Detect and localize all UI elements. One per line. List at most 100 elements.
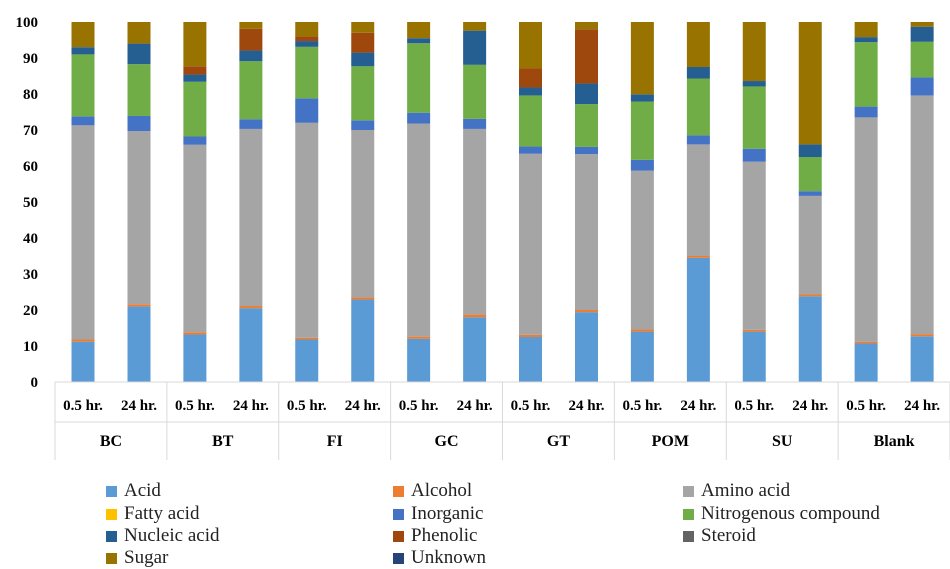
bar-segment-phenolic [519, 68, 542, 87]
x-group-label: GC [435, 433, 459, 450]
bar-segment-sugar [351, 22, 374, 33]
x-group-label: BT [212, 433, 234, 450]
bar-segment-inorganic [72, 116, 95, 125]
bar-segment-nucleic-acid [463, 31, 486, 65]
x-group-label: BC [100, 433, 122, 450]
x-tick-label: 24 hr. [680, 398, 716, 414]
bar-segment-nucleic-acid [351, 53, 374, 67]
bar-segment-nitrogenous-compound [295, 47, 318, 98]
bar-segment-amino-acid [351, 130, 374, 297]
bar-segment-sugar [631, 22, 654, 94]
bar-segment-nucleic-acid [128, 44, 151, 65]
bar-segment-sugar [72, 22, 95, 47]
x-tick-label: 24 hr. [792, 398, 828, 414]
x-group-label: GT [547, 433, 570, 450]
bar-segment-inorganic [743, 149, 766, 162]
x-group-label: POM [652, 433, 689, 450]
x-tick-label: 0.5 hr. [622, 398, 662, 414]
bar-segment-alcohol [295, 338, 318, 340]
bar-segment-nucleic-acid [631, 94, 654, 101]
bar-segment-alcohol [128, 304, 151, 306]
bar-segment-phenolic [239, 29, 262, 51]
bar-segment-sugar [743, 22, 766, 81]
bar-segment-inorganic [351, 120, 374, 130]
bar-segment-nitrogenous-compound [407, 43, 430, 112]
bar-segment-amino-acid [575, 154, 598, 310]
bar-segment-nucleic-acid [743, 81, 766, 86]
bar-segment-nucleic-acid [407, 38, 430, 43]
bar-segment-acid [743, 332, 766, 382]
bar-segment-amino-acid [183, 145, 206, 333]
bar-segment-alcohol [183, 332, 206, 334]
bar-segment-alcohol [463, 314, 486, 317]
bar-segment-acid [799, 296, 822, 382]
bar-segment-inorganic [463, 119, 486, 129]
x-tick-label: 0.5 hr. [287, 398, 327, 414]
bar-segment-nitrogenous-compound [799, 157, 822, 191]
y-tick-label: 10 [23, 339, 38, 355]
bar-segment-alcohol [687, 256, 710, 258]
bar-segment-acid [463, 317, 486, 382]
bar-segment-sugar [295, 22, 318, 36]
bar-segment-amino-acid [295, 123, 318, 338]
x-tick-label: 0.5 hr. [734, 398, 774, 414]
bar-segment-sugar [519, 22, 542, 68]
x-group-label: Blank [874, 433, 915, 450]
bar-segment-inorganic [687, 135, 710, 144]
bar-segment-sugar [183, 22, 206, 66]
bar-segment-inorganic [295, 98, 318, 122]
bar-segment-phenolic [575, 29, 598, 83]
bar-segment-amino-acid [72, 125, 95, 339]
bar-segment-acid [239, 308, 262, 382]
x-tick-label: 24 hr. [345, 398, 381, 414]
y-tick-label: 50 [23, 195, 38, 211]
bar-segment-nucleic-acid [575, 84, 598, 105]
bar-segment-amino-acid [128, 131, 151, 304]
x-tick-label: 0.5 hr. [399, 398, 439, 414]
bar-segment-nitrogenous-compound [463, 65, 486, 119]
bar-segment-acid [519, 337, 542, 382]
bar-segment-nitrogenous-compound [743, 86, 766, 148]
bar-segment-amino-acid [239, 129, 262, 306]
bar-segment-sugar [911, 22, 934, 27]
bar-segment-alcohol [631, 329, 654, 331]
bar-segment-nitrogenous-compound [128, 64, 151, 116]
bar-segment-alcohol [575, 310, 598, 312]
bar-segment-amino-acid [743, 162, 766, 330]
y-tick-label: 60 [23, 159, 38, 175]
bar-segment-amino-acid [463, 129, 486, 314]
bar-segment-nucleic-acid [72, 47, 95, 54]
bar-segment-alcohol [519, 335, 542, 337]
bar-segment-acid [855, 343, 878, 382]
y-tick-label: 80 [23, 87, 38, 103]
bar-segment-acid [911, 336, 934, 382]
bar-segment-sugar [855, 22, 878, 37]
bar-segment-phenolic [183, 66, 206, 74]
bar-segment-nitrogenous-compound [183, 82, 206, 137]
bar-segment-sugar [575, 22, 598, 29]
bar-segment-acid [72, 342, 95, 382]
bar-segment-amino-acid [407, 124, 430, 337]
bar-segment-acid [631, 332, 654, 382]
bar-segment-alcohol [855, 342, 878, 344]
bar-segment-alcohol [72, 340, 95, 342]
bar-segment-acid [183, 334, 206, 382]
bar-segment-inorganic [183, 136, 206, 144]
bar-segment-nucleic-acid [519, 88, 542, 96]
bar-segment-amino-acid [687, 144, 710, 256]
bar-segment-inorganic [128, 116, 151, 131]
x-group-label: FI [327, 433, 343, 450]
bar-segment-alcohol [351, 297, 374, 299]
bar-segment-nitrogenous-compound [855, 42, 878, 106]
bar-segment-sugar [407, 22, 430, 38]
bar-segment-sugar [128, 22, 151, 44]
bar-segment-sugar [687, 22, 710, 67]
bar-segment-nitrogenous-compound [575, 104, 598, 147]
x-tick-label: 24 hr. [904, 398, 940, 414]
bar-segment-alcohol [799, 295, 822, 297]
x-tick-label: 24 hr. [121, 398, 157, 414]
bar-segment-inorganic [911, 77, 934, 95]
bar-segment-nucleic-acid [183, 75, 206, 82]
y-tick-label: 40 [23, 231, 38, 247]
